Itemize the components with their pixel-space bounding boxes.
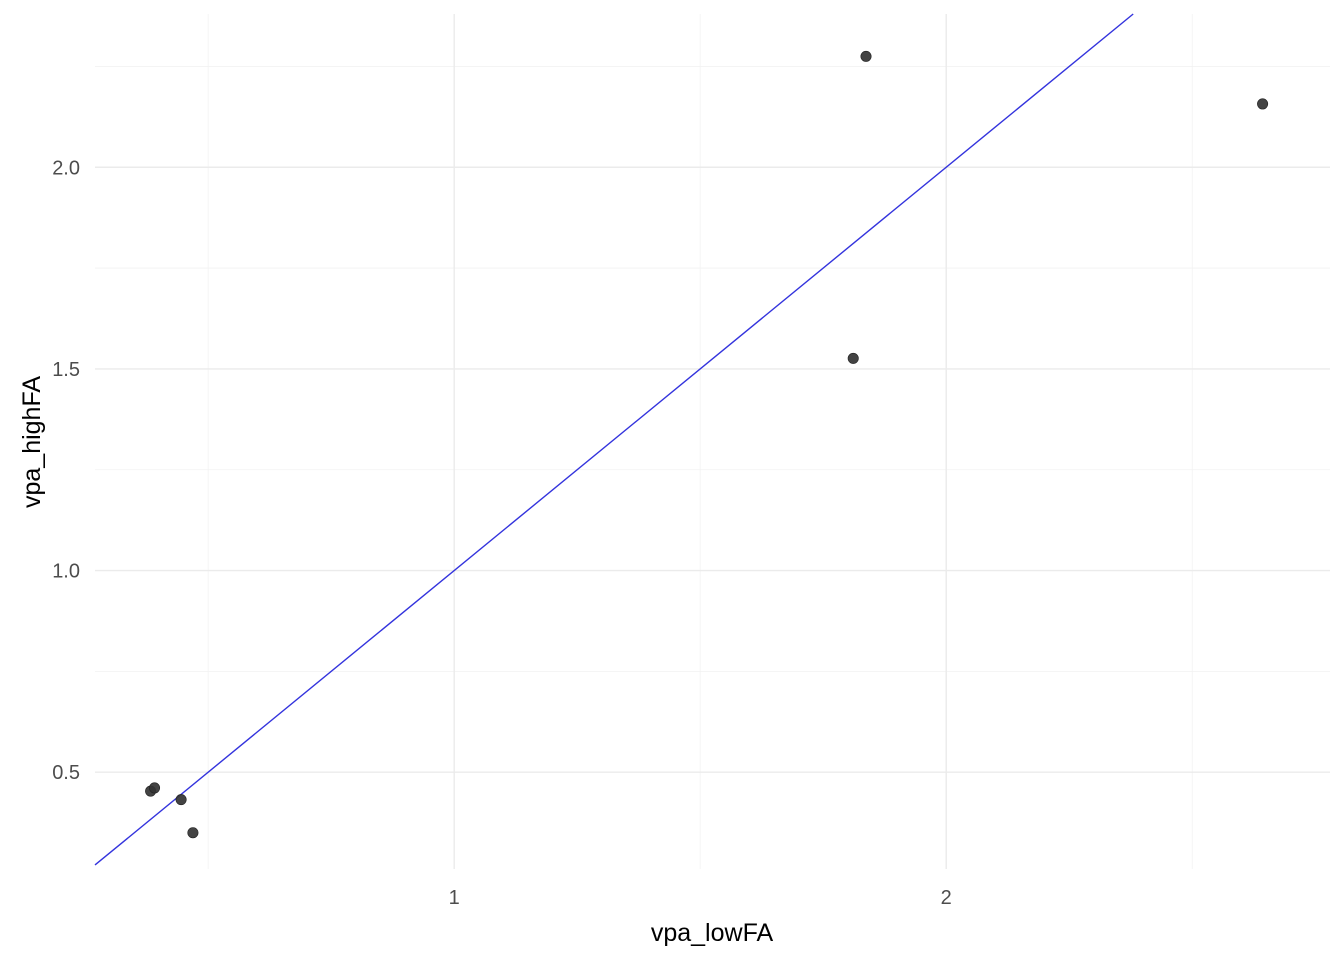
x-tick-label-0: 1 bbox=[449, 887, 460, 909]
y-tick-label-2: 1.5 bbox=[52, 359, 80, 381]
x-axis-title: vpa_lowFA bbox=[651, 919, 774, 947]
identity-reference-line bbox=[94, 13, 1134, 866]
x-tick-label-1: 2 bbox=[941, 887, 952, 909]
minor-gridlines bbox=[95, 14, 1330, 869]
y-axis-title: vpa_highFA bbox=[18, 376, 46, 508]
data-point-1 bbox=[149, 782, 161, 794]
data-point-5 bbox=[860, 50, 872, 62]
data-point-3 bbox=[187, 827, 199, 839]
y-tick-label-0: 0.5 bbox=[52, 762, 80, 784]
reference-line-layer bbox=[94, 13, 1134, 866]
y-tick-label-3: 2.0 bbox=[52, 157, 80, 179]
data-points bbox=[145, 50, 1269, 839]
y-tick-label-1: 1.0 bbox=[52, 561, 80, 583]
data-point-6 bbox=[1257, 98, 1269, 110]
major-gridlines bbox=[95, 14, 1330, 869]
data-point-4 bbox=[847, 352, 859, 364]
data-point-2 bbox=[175, 794, 187, 806]
y-axis-tick-labels: 0.5 1.0 1.5 2.0 bbox=[52, 157, 80, 784]
